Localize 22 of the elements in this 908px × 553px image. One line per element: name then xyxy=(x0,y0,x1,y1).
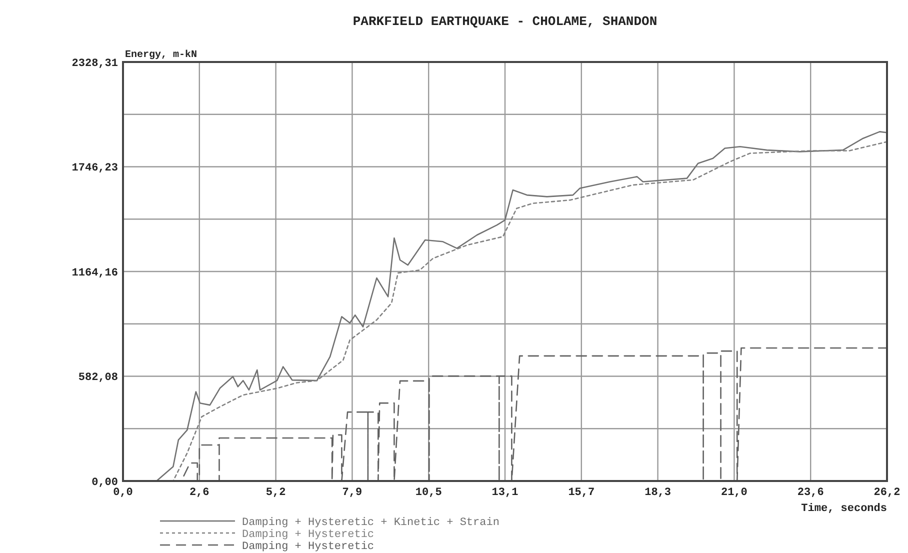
y-tick-label: 582,08 xyxy=(78,372,118,384)
x-tick-label: 21,0 xyxy=(720,487,748,499)
x-tick-label: 13,1 xyxy=(492,487,519,499)
x-tick-label: 18,3 xyxy=(644,487,672,499)
x-tick-label: 26,2 xyxy=(874,487,900,499)
x-tick-label: 0,0 xyxy=(113,487,133,499)
x-axis-title: Time, seconds xyxy=(801,503,887,515)
x-tick-label: 23,6 xyxy=(797,487,824,499)
x-tick-label: 10,5 xyxy=(415,487,442,499)
x-tick-label: 5,2 xyxy=(266,487,286,499)
y-tick-label: 1746,23 xyxy=(72,162,118,175)
text: Damping + Hysteretic + Kinetic + Strain xyxy=(242,516,500,529)
y-tick-label: 1164,16 xyxy=(72,267,118,280)
chart-title: PARKFIELD EARTHQUAKE - CHOLAME, SHANDON xyxy=(352,14,658,29)
x-tick-label: 7,9 xyxy=(342,487,362,499)
y-tick-label: 2328,31 xyxy=(72,58,118,70)
y-axis-title: Energy, m-kN xyxy=(125,49,198,61)
text: Damping + Hysteretic xyxy=(242,540,374,553)
x-tick-label: 15,7 xyxy=(568,487,595,499)
text: Damping + Hysteretic xyxy=(242,528,374,541)
y-tick-label: 0,00 xyxy=(92,476,118,489)
x-tick-label: 2,6 xyxy=(189,487,210,499)
